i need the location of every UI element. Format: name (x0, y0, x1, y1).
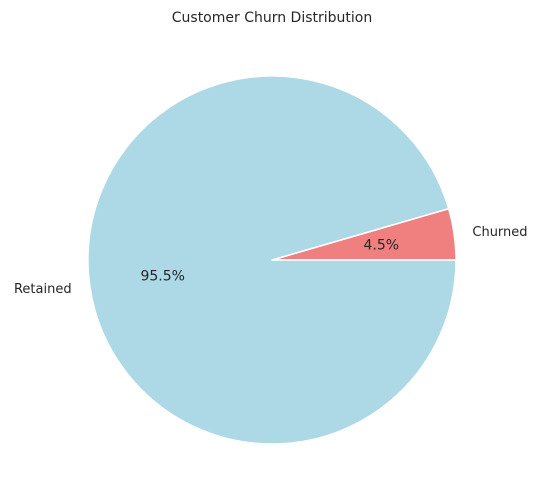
slice-percent-retained: 95.5% (140, 269, 184, 285)
pie-labels: Churned 4.5% Retained 95.5% (14, 225, 528, 297)
slice-label-churned: Churned (472, 225, 527, 240)
pie-slices (87, 75, 457, 445)
slice-label-retained: Retained (14, 282, 72, 297)
slice-percent-churned: 4.5% (364, 237, 400, 253)
chart-title: Customer Churn Distribution (172, 10, 372, 26)
pie-slice-retained (87, 75, 457, 445)
